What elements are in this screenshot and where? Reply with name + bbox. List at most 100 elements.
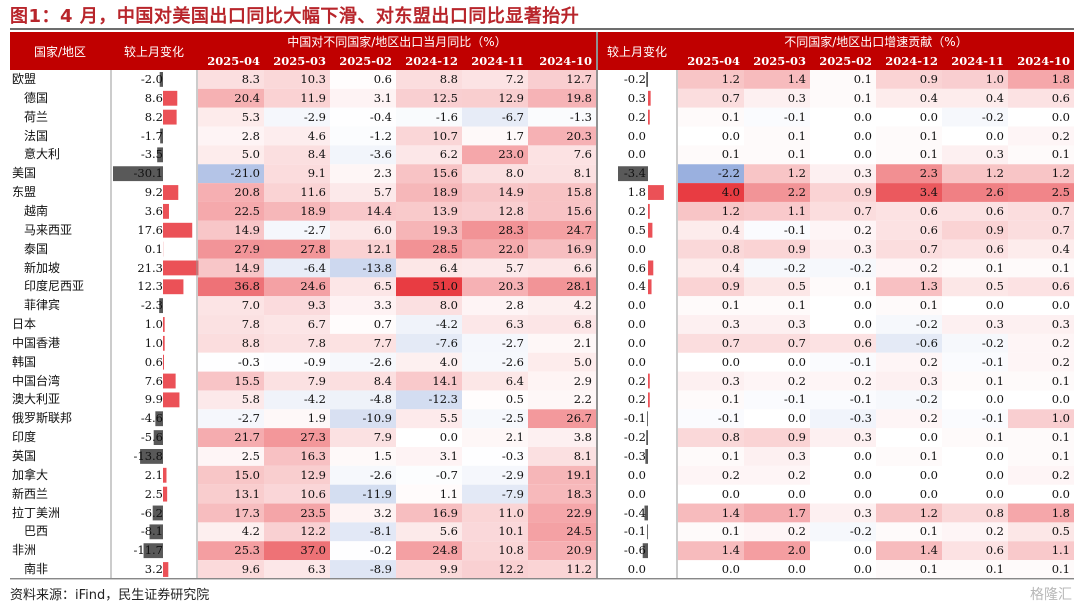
heat-cell-contrib bbox=[1008, 183, 1074, 202]
heat-cell-yoy bbox=[462, 277, 528, 297]
heat-cell-contrib bbox=[744, 315, 810, 334]
value-yoy: 4.0 bbox=[439, 354, 458, 369]
heat-cell-yoy bbox=[462, 503, 528, 523]
heat-cell-yoy bbox=[528, 465, 596, 485]
change-value-contrib: 0.0 bbox=[627, 467, 646, 482]
value-yoy: 6.0 bbox=[373, 222, 392, 237]
heat-cell-yoy bbox=[330, 201, 396, 221]
value-contrib: 0.9 bbox=[853, 185, 872, 200]
heat-cell-contrib bbox=[1008, 560, 1074, 579]
value-yoy: 12.9 bbox=[498, 90, 524, 105]
heat-cell-contrib bbox=[678, 201, 744, 221]
value-contrib: -0.3 bbox=[849, 411, 872, 426]
value-contrib: 0.1 bbox=[721, 298, 740, 313]
heat-cell-yoy bbox=[330, 409, 396, 429]
change-value-yoy: 9.9 bbox=[144, 392, 163, 407]
change-value-contrib: 0.6 bbox=[627, 260, 646, 275]
heat-cell-yoy bbox=[330, 465, 396, 485]
change-value-contrib: -0.1 bbox=[623, 524, 646, 539]
value-yoy: 6.3 bbox=[307, 562, 326, 577]
value-yoy: 7.8 bbox=[307, 335, 326, 350]
change-value-contrib: 0.0 bbox=[627, 241, 646, 256]
change-value-yoy: 2.5 bbox=[144, 486, 163, 501]
value-contrib: 0.7 bbox=[853, 203, 872, 218]
change-bar-contrib-pos bbox=[648, 260, 654, 276]
value-contrib: 0.0 bbox=[787, 354, 806, 369]
heat-cell-contrib bbox=[744, 333, 810, 353]
value-yoy: 6.6 bbox=[573, 260, 592, 275]
value-yoy: 9.3 bbox=[307, 298, 326, 313]
heat-cell-yoy bbox=[198, 333, 264, 353]
value-contrib: 0.1 bbox=[721, 147, 740, 162]
value-contrib: 0.0 bbox=[919, 467, 938, 482]
value-yoy: 14.1 bbox=[432, 373, 458, 388]
value-contrib: 0.1 bbox=[721, 449, 740, 463]
value-yoy: 1.9 bbox=[307, 411, 326, 426]
value-yoy: 14.9 bbox=[234, 222, 260, 237]
value-yoy: 8.8 bbox=[439, 72, 458, 86]
heat-cell-contrib bbox=[678, 107, 744, 127]
heat-cell-contrib bbox=[810, 503, 876, 523]
change-value-contrib: 0.0 bbox=[627, 335, 646, 350]
change-bar-contrib-pos bbox=[648, 90, 651, 106]
value-yoy: 8.0 bbox=[439, 298, 458, 313]
change-value-yoy: -11.7 bbox=[133, 543, 164, 558]
heat-cell-contrib bbox=[876, 145, 942, 165]
value-contrib: -0.2 bbox=[981, 335, 1004, 350]
value-yoy: 2.5 bbox=[241, 449, 260, 463]
value-contrib: 0.1 bbox=[985, 260, 1004, 275]
heat-cell-contrib bbox=[876, 239, 942, 259]
heat-cell-contrib bbox=[744, 164, 810, 184]
heat-cell-yoy bbox=[528, 239, 596, 259]
heat-cell-contrib bbox=[810, 333, 876, 353]
period-yoy-2025-02: 2025-02 bbox=[339, 53, 392, 68]
heat-cell-contrib bbox=[678, 333, 744, 353]
value-contrib: 0.1 bbox=[1051, 147, 1070, 162]
heat-cell-contrib bbox=[876, 201, 942, 221]
heat-cell-yoy bbox=[462, 428, 528, 447]
heat-cell-yoy bbox=[330, 107, 396, 127]
value-yoy: 28.5 bbox=[432, 241, 458, 256]
region-name: 新西兰 bbox=[12, 486, 49, 501]
value-contrib: -0.6 bbox=[915, 335, 938, 350]
heat-cell-contrib bbox=[678, 428, 744, 447]
heat-cell-contrib bbox=[1008, 277, 1074, 297]
value-yoy: 16.9 bbox=[566, 241, 592, 256]
heat-cell-contrib bbox=[942, 428, 1008, 447]
value-yoy: 7.0 bbox=[241, 298, 260, 313]
value-contrib: 0.7 bbox=[919, 241, 938, 256]
heat-cell-yoy bbox=[330, 541, 396, 561]
value-yoy: -0.9 bbox=[303, 354, 326, 369]
value-yoy: 6.3 bbox=[505, 317, 524, 332]
heat-cell-contrib bbox=[744, 277, 810, 297]
heat-cell-yoy bbox=[264, 333, 330, 353]
value-contrib: -0.2 bbox=[849, 260, 872, 275]
change-value-contrib: -0.2 bbox=[623, 72, 646, 86]
value-yoy: 8.4 bbox=[307, 147, 326, 162]
heat-cell-yoy bbox=[528, 371, 596, 391]
value-yoy: 2.8 bbox=[505, 298, 524, 313]
value-contrib: 2.5 bbox=[1051, 185, 1070, 200]
heat-cell-contrib bbox=[744, 447, 810, 466]
value-contrib: 0.0 bbox=[985, 486, 1004, 501]
heat-cell-contrib bbox=[678, 277, 744, 297]
value-contrib: 0.1 bbox=[787, 147, 806, 162]
heat-cell-contrib bbox=[810, 522, 876, 542]
change-value-yoy: 2.1 bbox=[144, 467, 163, 482]
heat-cell-yoy bbox=[396, 70, 462, 89]
period-contrib-2025-04: 2025-04 bbox=[687, 53, 740, 68]
value-contrib: 1.7 bbox=[787, 505, 806, 520]
heat-cell-yoy bbox=[264, 126, 330, 146]
heat-cell-yoy bbox=[330, 145, 396, 165]
heat-cell-contrib bbox=[942, 70, 1008, 89]
value-contrib: -0.1 bbox=[981, 354, 1004, 369]
value-yoy: 9.9 bbox=[439, 562, 458, 577]
heat-cell-contrib bbox=[876, 447, 942, 466]
period-contrib-2024-10: 2024-10 bbox=[1017, 53, 1070, 68]
heat-cell-contrib bbox=[1008, 352, 1074, 372]
heat-cell-contrib bbox=[942, 88, 1008, 108]
heat-cell-yoy bbox=[528, 70, 596, 89]
value-yoy: 14.9 bbox=[234, 260, 260, 275]
heat-cell-yoy bbox=[396, 296, 462, 316]
value-contrib: 1.2 bbox=[985, 166, 1004, 181]
